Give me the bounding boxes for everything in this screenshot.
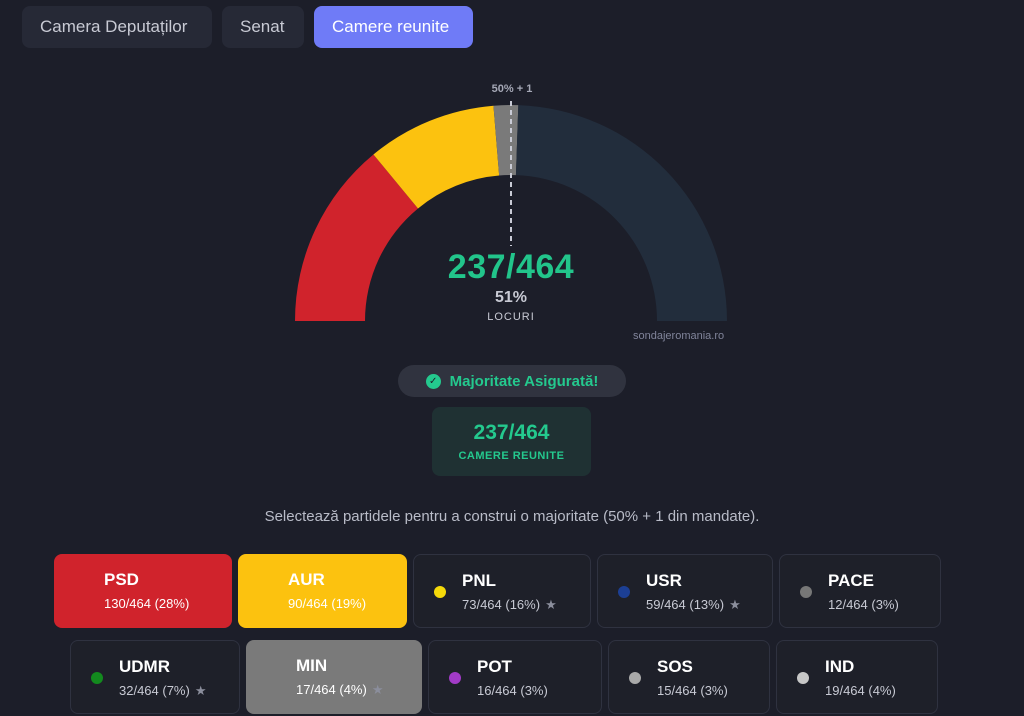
party-color-dot bbox=[449, 672, 461, 684]
gauge-segment-psd bbox=[295, 154, 418, 321]
gauge-seat-count: 237/464 bbox=[447, 248, 575, 286]
party-seats: 90/464 (19%) bbox=[288, 596, 367, 611]
party-card-ind[interactable]: IND 19/464 (4%) bbox=[776, 640, 938, 714]
tab-camera-deputatilor[interactable]: Camera Deputaților bbox=[22, 6, 212, 48]
check-circle-icon: ✓ bbox=[425, 373, 441, 389]
gauge-segment-aur bbox=[373, 105, 500, 209]
party-name: PNL bbox=[462, 571, 496, 590]
gauge-segment-remaining bbox=[515, 105, 727, 321]
party-name: PACE bbox=[828, 571, 874, 590]
party-seats: 15/464 (3%) bbox=[657, 683, 728, 698]
party-card-psd[interactable]: PSD 130/464 (28%) bbox=[54, 554, 232, 628]
party-name: UDMR bbox=[119, 657, 170, 676]
party-name: IND bbox=[825, 657, 855, 676]
gauge-percent: 51% bbox=[494, 289, 528, 306]
party-card-pace[interactable]: PACE 12/464 (3%) bbox=[779, 554, 941, 628]
party-color-dot bbox=[618, 586, 630, 598]
party-row-1: PSD 130/464 (28%) AUR 90/464 (19%) PNL 7… bbox=[54, 554, 941, 628]
seat-gauge bbox=[295, 101, 727, 321]
party-seats: 16/464 (3%) bbox=[477, 683, 548, 698]
party-name: MIN bbox=[296, 656, 328, 675]
party-name: PSD bbox=[104, 570, 139, 589]
party-seats: 17/464 (4%) ★ bbox=[296, 682, 384, 697]
watermark-text: sondajeromania.ro bbox=[633, 330, 725, 342]
party-card-udmr[interactable]: UDMR 32/464 (7%) ★ bbox=[70, 640, 240, 714]
party-card-sos[interactable]: SOS 15/464 (3%) bbox=[608, 640, 770, 714]
majority-count: 237/464 bbox=[473, 421, 550, 444]
party-name: USR bbox=[646, 571, 682, 590]
party-seats: 130/464 (28%) bbox=[104, 596, 190, 611]
star-icon: ★ bbox=[194, 683, 207, 698]
party-color-dot bbox=[797, 672, 809, 684]
majority-threshold-label: 50% + 1 bbox=[491, 83, 533, 95]
party-name: SOS bbox=[657, 657, 693, 676]
instruction-text: Selectează partidele pentru a construi o… bbox=[264, 508, 760, 525]
party-color-dot bbox=[629, 672, 641, 684]
majority-status-label: Majoritate Asigurată! bbox=[449, 372, 599, 390]
party-name: AUR bbox=[288, 570, 325, 589]
star-icon: ★ bbox=[371, 682, 384, 697]
party-row-2: UDMR 32/464 (7%) ★ MIN 17/464 (4%) ★ POT 1… bbox=[70, 640, 938, 714]
party-seats: 12/464 (3%) bbox=[828, 597, 899, 612]
party-card-pot[interactable]: POT 16/464 (3%) bbox=[428, 640, 602, 714]
party-seats: 59/464 (13%) ★ bbox=[646, 597, 741, 612]
party-name: POT bbox=[477, 657, 512, 676]
majority-count-box: 237/464 CAMERE REUNITE bbox=[432, 407, 591, 476]
party-seats: 19/464 (4%) bbox=[825, 683, 896, 698]
party-card-usr[interactable]: USR 59/464 (13%) ★ bbox=[597, 554, 773, 628]
party-color-dot bbox=[800, 586, 812, 598]
party-color-dot bbox=[91, 672, 103, 684]
party-color-dot bbox=[434, 586, 446, 598]
party-card-aur[interactable]: AUR 90/464 (19%) bbox=[238, 554, 407, 628]
chamber-tabs: Camera Deputaților Senat Camere reunite bbox=[22, 6, 473, 48]
tab-camere-reunite[interactable]: Camere reunite bbox=[314, 6, 473, 48]
party-card-min[interactable]: MIN 17/464 (4%) ★ bbox=[246, 640, 422, 714]
majority-status-badge: ✓ Majoritate Asigurată! bbox=[398, 365, 626, 397]
party-seats: 32/464 (7%) ★ bbox=[119, 683, 207, 698]
gauge-segment-min bbox=[493, 105, 519, 176]
star-icon: ★ bbox=[729, 597, 741, 612]
star-icon: ★ bbox=[545, 597, 557, 612]
party-seats: 73/464 (16%) ★ bbox=[462, 597, 557, 612]
tab-senat[interactable]: Senat bbox=[222, 6, 304, 48]
majority-sublabel: CAMERE REUNITE bbox=[458, 450, 565, 462]
party-card-pnl[interactable]: PNL 73/464 (16%) ★ bbox=[413, 554, 591, 628]
gauge-seats-label: LOCURI bbox=[487, 311, 535, 323]
